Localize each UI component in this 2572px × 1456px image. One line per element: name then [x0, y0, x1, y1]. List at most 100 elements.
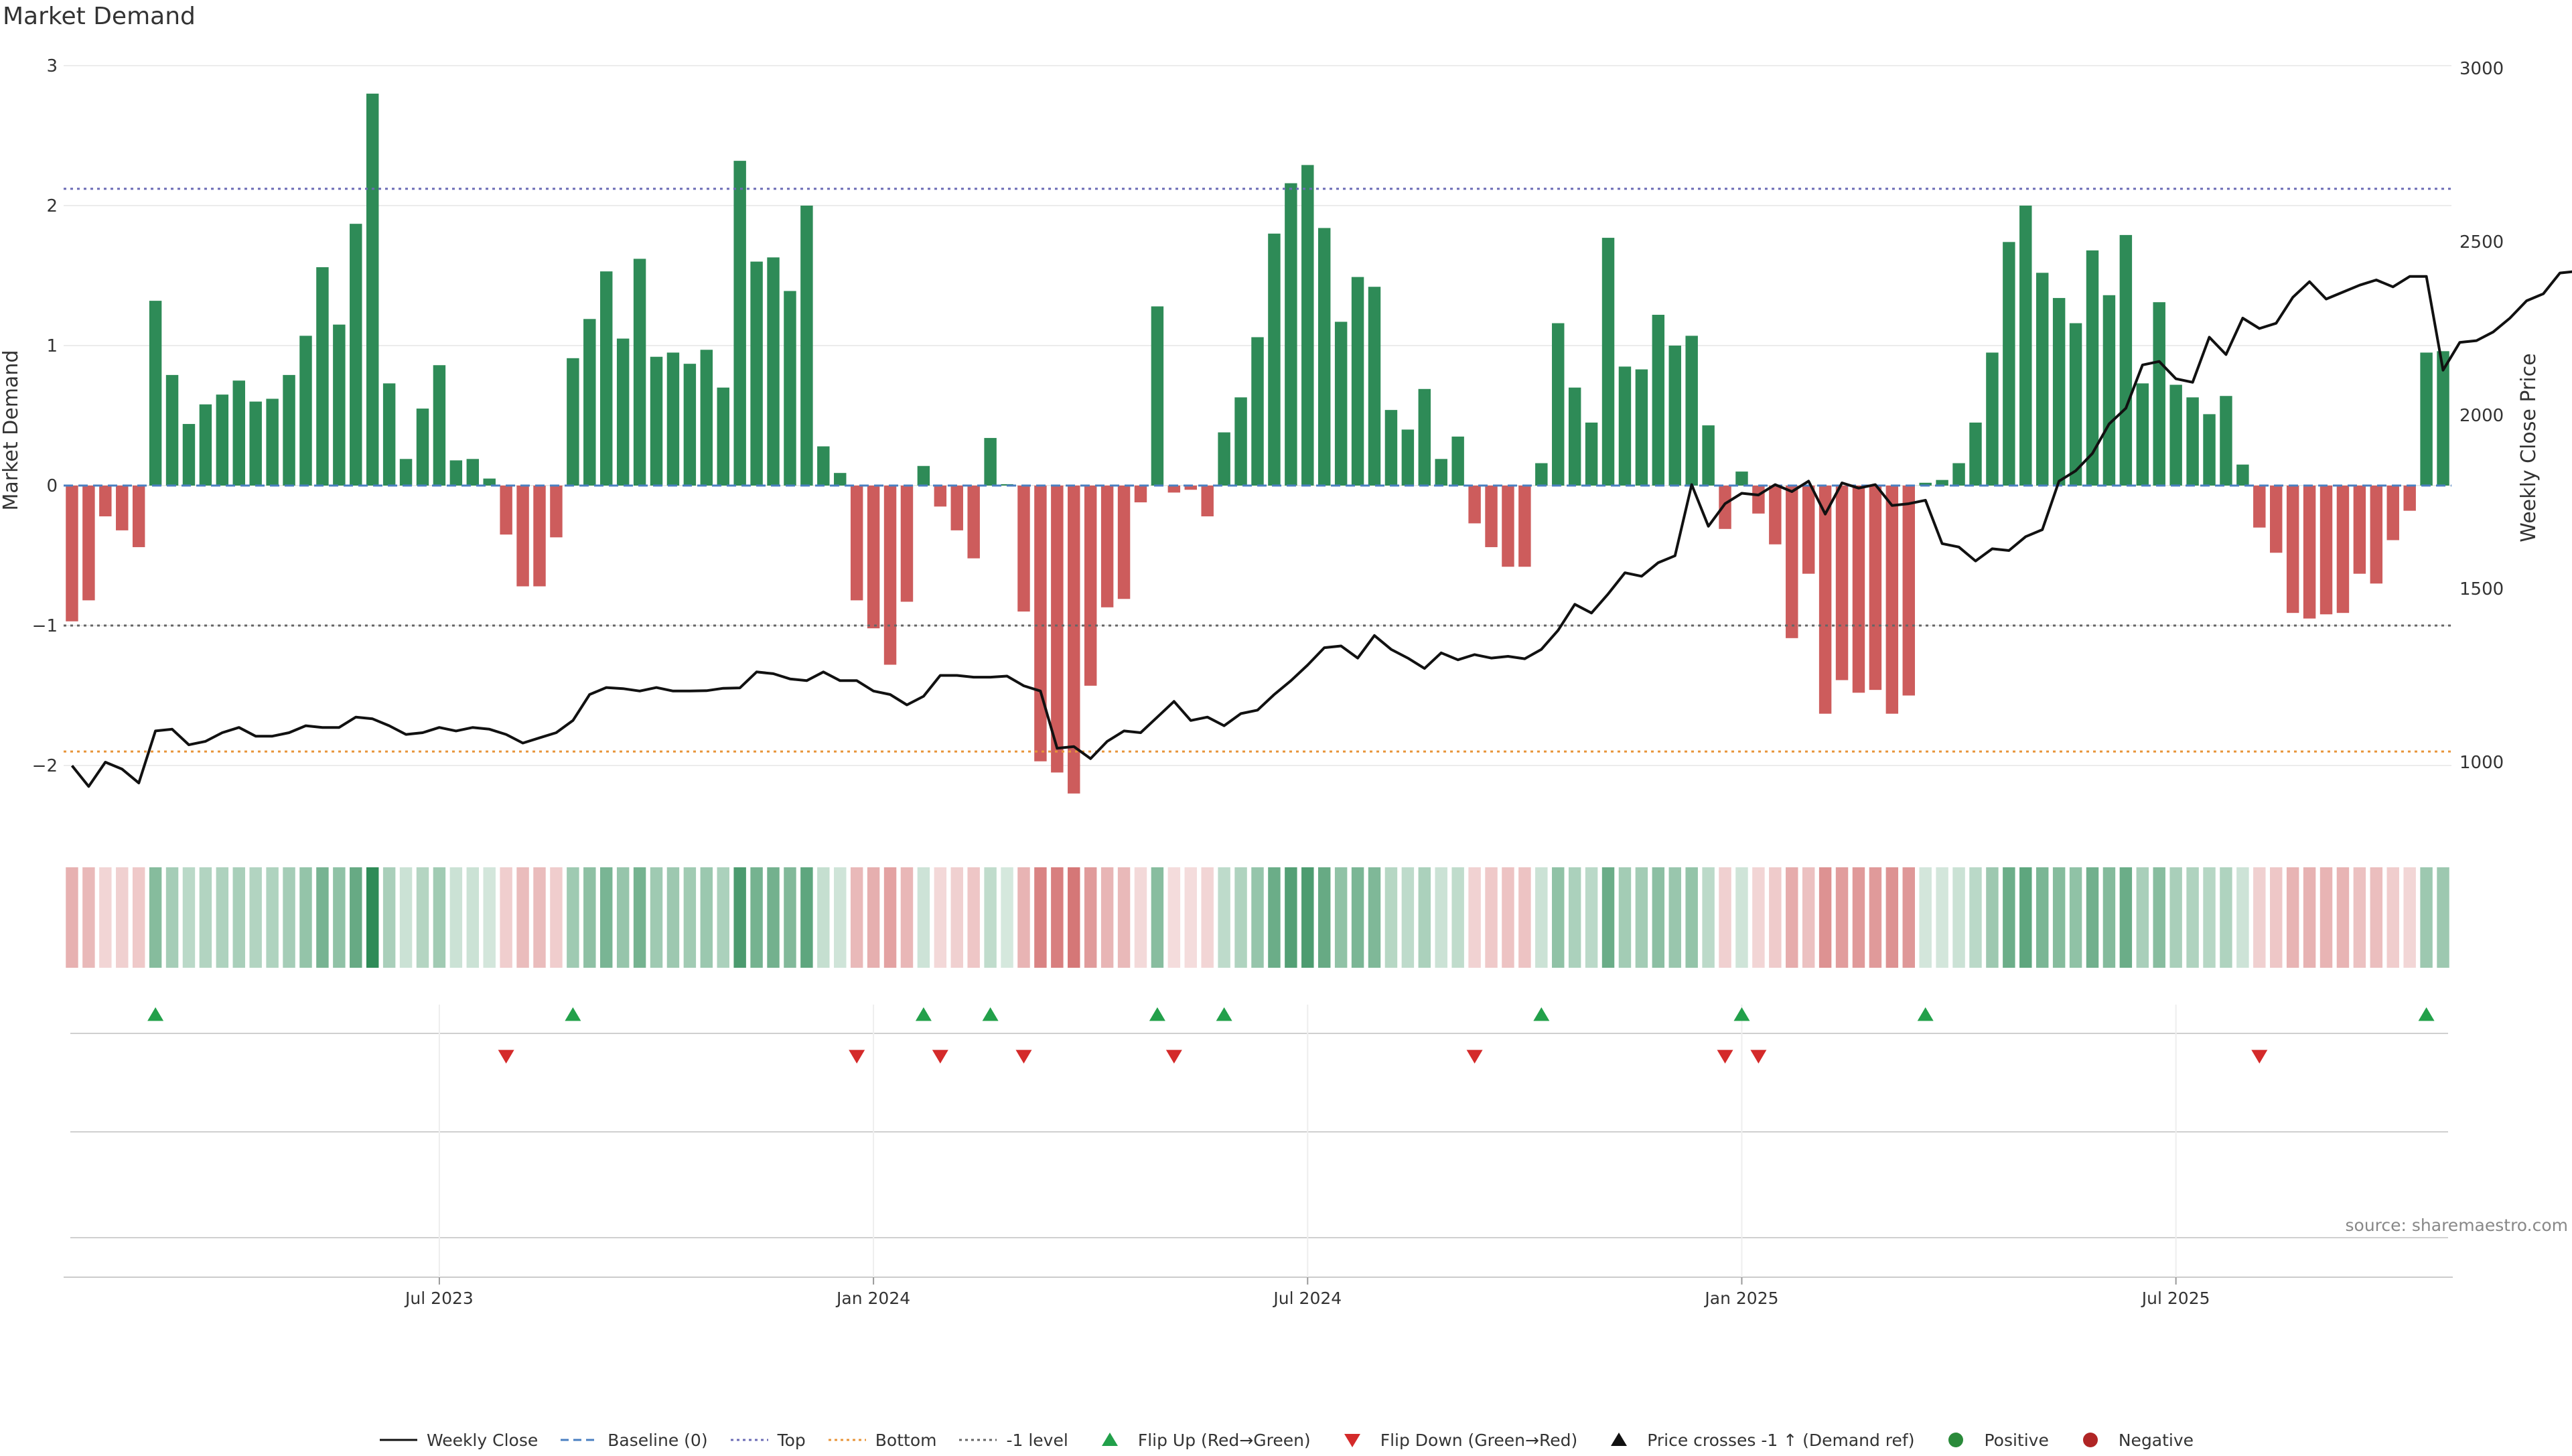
heat-cell — [817, 867, 829, 968]
demand-bar — [1886, 486, 1898, 714]
demand-bar — [800, 206, 812, 486]
heat-cell — [99, 867, 111, 968]
heat-cell — [1017, 867, 1029, 968]
heat-cell — [1151, 867, 1163, 968]
heat-cell — [1652, 867, 1664, 968]
heat-cell — [183, 867, 195, 968]
legend-marker — [1948, 1433, 1963, 1447]
heat-cell — [400, 867, 412, 968]
legend-label: Negative — [2119, 1431, 2194, 1450]
heat-cell — [1451, 867, 1463, 968]
demand-bar — [1836, 486, 1848, 680]
heat-cell — [2253, 867, 2265, 968]
demand-bar — [667, 352, 679, 486]
demand-bar — [967, 486, 979, 559]
heat-cell — [634, 867, 646, 968]
demand-bar — [1084, 486, 1096, 686]
demand-bar — [1735, 471, 1747, 486]
flip-down-marker — [849, 1050, 865, 1064]
demand-bar — [851, 486, 863, 600]
heat-cell — [200, 867, 212, 968]
heat-cell — [1419, 867, 1431, 968]
legend-marker — [1344, 1434, 1360, 1447]
heat-cell — [1435, 867, 1447, 968]
demand-bar — [266, 398, 278, 486]
demand-bar — [2019, 206, 2031, 486]
heat-cell — [149, 867, 161, 968]
heat-cell — [717, 867, 729, 968]
demand-bar — [316, 267, 328, 486]
demand-bar — [1402, 429, 1414, 486]
demand-bar — [216, 394, 228, 486]
flip-down-marker — [1750, 1050, 1766, 1064]
heat-cell — [2070, 867, 2082, 968]
demand-bar — [2036, 273, 2048, 486]
demand-bar — [183, 424, 195, 486]
heat-cell — [600, 867, 612, 968]
demand-bar — [1234, 397, 1246, 486]
demand-bar — [1419, 389, 1431, 486]
demand-bar — [2153, 302, 2165, 486]
right-tick-label: 2000 — [2459, 406, 2504, 426]
heat-cell — [1836, 867, 1848, 968]
heat-cell — [299, 867, 311, 968]
heat-cell — [1619, 867, 1631, 968]
right-tick-label: 3000 — [2459, 59, 2504, 79]
x-tick-label: Jul 2023 — [404, 1289, 474, 1308]
demand-bar — [701, 350, 713, 486]
demand-bar — [283, 375, 295, 486]
demand-bar — [1585, 423, 1597, 486]
left-tick-label: 2 — [46, 196, 58, 216]
legend-label: Top — [778, 1431, 806, 1450]
heat-cell — [2370, 867, 2382, 968]
demand-bar — [1218, 433, 1230, 486]
demand-bar — [1952, 463, 1964, 486]
heat-cell — [2403, 867, 2415, 968]
demand-bar — [2186, 397, 2198, 486]
heat-cell — [1402, 867, 1414, 968]
flip-up-marker — [1533, 1007, 1549, 1021]
heat-cell — [2337, 867, 2349, 968]
demand-bar — [1903, 486, 1915, 696]
heat-cell — [1802, 867, 1814, 968]
demand-bar — [2070, 323, 2082, 486]
demand-bar — [1602, 238, 1614, 486]
heat-cell — [1702, 867, 1714, 968]
demand-bar — [133, 486, 145, 547]
demand-bar — [2420, 352, 2432, 486]
heat-cell — [516, 867, 528, 968]
demand-bar — [1201, 486, 1213, 516]
heat-cell — [2153, 867, 2165, 968]
heat-cell — [834, 867, 846, 968]
demand-bar — [884, 486, 896, 665]
demand-bar — [1969, 423, 1981, 486]
heat-cell — [366, 867, 378, 968]
heat-cell — [1518, 867, 1530, 968]
demand-bar — [1652, 315, 1664, 486]
heat-cell — [2387, 867, 2399, 968]
heat-cell — [1986, 867, 1998, 968]
heat-cell — [1786, 867, 1798, 968]
demand-bar — [650, 357, 662, 486]
legend-marker — [1102, 1433, 1118, 1446]
demand-bar — [2169, 385, 2182, 486]
heat-cell — [1903, 867, 1915, 968]
flip-down-marker — [932, 1050, 948, 1064]
right-axis-label: Weekly Close Price — [2517, 353, 2541, 542]
heat-cell — [684, 867, 696, 968]
heat-cell — [383, 867, 395, 968]
demand-bar — [634, 259, 646, 486]
legend-item: Baseline (0) — [559, 1431, 707, 1450]
flip-up-marker — [1918, 1007, 1934, 1021]
heat-cell — [2287, 867, 2299, 968]
heat-cell — [1535, 867, 1547, 968]
heat-cell — [984, 867, 996, 968]
demand-bar — [1485, 486, 1497, 547]
flip-up-marker — [983, 1007, 999, 1021]
heat-cell — [116, 867, 128, 968]
heat-cell — [1769, 867, 1781, 968]
heat-cell — [266, 867, 278, 968]
heat-cell — [1084, 867, 1096, 968]
legend-swatch — [1599, 1431, 1639, 1449]
